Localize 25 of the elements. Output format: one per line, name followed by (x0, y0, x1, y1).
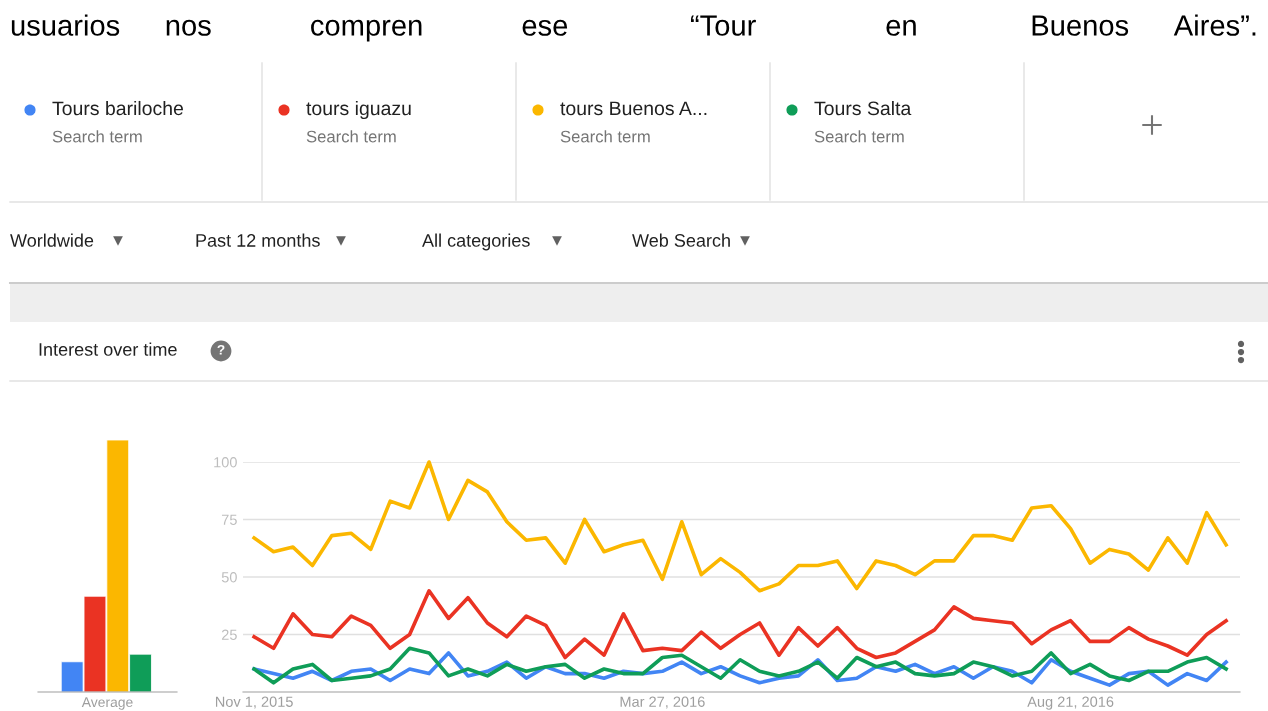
legend-label: tours Buenos A... (560, 101, 707, 116)
text: Past 12 months (196, 233, 320, 247)
text: Web Search (632, 233, 730, 247)
text: All categories (422, 233, 530, 251)
text: Search term (52, 130, 142, 143)
text: Worldwide (10, 233, 94, 247)
text: Interest over time (39, 342, 177, 356)
y-tick-label: 100 (214, 457, 237, 468)
x-tick-label: Nov 1, 2015 (215, 696, 293, 709)
y-tick-label: 75 (221, 514, 237, 525)
line-series (252, 588, 1228, 660)
y-tick-label: 25 (221, 629, 237, 640)
y-tick-label: 50 (221, 572, 237, 583)
legend-label: Tours Salta (814, 100, 912, 116)
text: ? (217, 344, 225, 355)
x-axis-title: Average (81, 697, 133, 710)
x-tick-label: Aug 21, 2016 (1027, 696, 1114, 710)
text: Search term (814, 130, 904, 143)
text: Search term (560, 130, 650, 143)
x-tick-label: Mar 27, 2016 (620, 696, 705, 709)
legend-label: tours iguazu (306, 100, 411, 120)
text: usuarios nos compren ese “Tour en Buenos Aires”. (11, 14, 1256, 42)
text: Search term (306, 130, 396, 143)
line-series (252, 460, 1228, 593)
legend-label: Tours bariloche (52, 100, 183, 116)
